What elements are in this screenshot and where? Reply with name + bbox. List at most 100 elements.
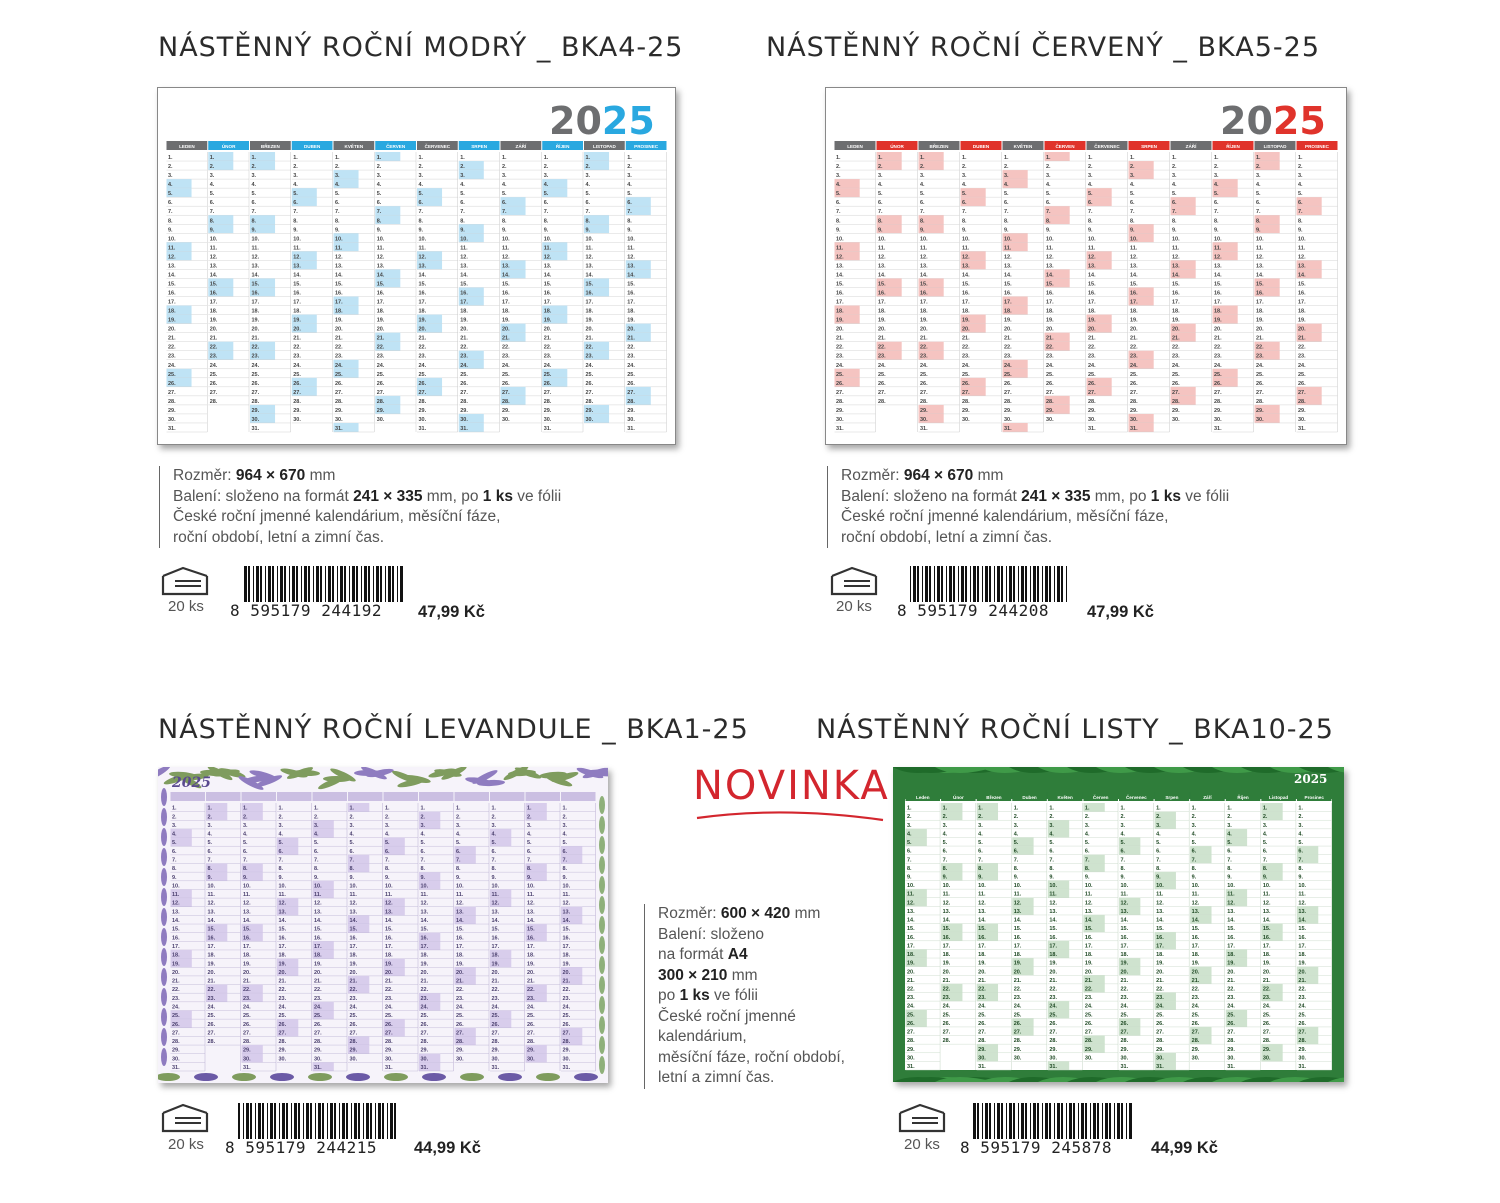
- day-number: 23.: [456, 996, 464, 1002]
- day-number: 18.: [314, 953, 322, 959]
- day-number: 9.: [421, 875, 426, 881]
- weekend-cell: [625, 395, 651, 405]
- day-number: 12.: [421, 901, 429, 907]
- day-number: 17.: [1263, 943, 1271, 949]
- day-number: 31.: [1049, 1064, 1057, 1070]
- day-number: 30.: [419, 417, 427, 423]
- day-number: 22.: [907, 986, 915, 992]
- month-header: [1170, 141, 1212, 150]
- weekend-cell: [277, 958, 299, 968]
- day-number: 16.: [168, 291, 176, 297]
- day-number: 4.: [1049, 831, 1054, 837]
- leaf-decoration: [599, 916, 605, 934]
- day-number: 1.: [460, 155, 465, 161]
- day-number: 24.: [1214, 363, 1222, 369]
- barcode-bar: [977, 566, 979, 602]
- day-number: 12.: [208, 901, 216, 907]
- day-number: 24.: [293, 363, 301, 369]
- weekend-cell: [960, 386, 986, 396]
- barcode-bar: [277, 566, 278, 602]
- day-number: 7.: [502, 209, 507, 215]
- day-number: 28.: [563, 1039, 571, 1045]
- month-label: DUBEN: [973, 144, 990, 149]
- day-number: 18.: [1088, 309, 1096, 315]
- day-number: 15.: [1256, 281, 1264, 287]
- day-number: 26.: [456, 1022, 464, 1028]
- day-number: 15.: [1298, 281, 1306, 287]
- day-number: 26.: [1088, 381, 1096, 387]
- day-number: 15.: [456, 927, 464, 933]
- day-number: 19.: [1172, 318, 1180, 324]
- day-number: 26.: [1192, 1021, 1200, 1027]
- barcode-bar: [282, 1103, 285, 1139]
- day-number: 2.: [1192, 814, 1197, 820]
- weekend-cell: [1012, 906, 1034, 915]
- day-number: 4.: [1298, 182, 1303, 188]
- day-number: 12.: [1256, 254, 1264, 260]
- day-number: 31.: [1121, 1064, 1129, 1070]
- day-number: 6.: [168, 200, 173, 206]
- day-number: 30.: [527, 1056, 535, 1062]
- month-header: [454, 792, 489, 801]
- day-number: 14.: [563, 918, 571, 924]
- barcode-bar: [1009, 566, 1012, 602]
- day-number: 28.: [335, 399, 343, 405]
- weekend-cell: [348, 803, 370, 812]
- weekend-cell: [976, 811, 999, 821]
- day-number: 26.: [544, 381, 552, 387]
- day-number: 31.: [1088, 426, 1096, 432]
- day-number: 11.: [1014, 892, 1022, 898]
- day-number: 3.: [1298, 823, 1303, 829]
- weekend-cell: [918, 287, 944, 297]
- weekend-cell: [1296, 269, 1322, 279]
- weekend-cell: [1047, 1001, 1070, 1010]
- lavender-decoration: [161, 928, 167, 946]
- weekend-cell: [1296, 914, 1319, 924]
- day-number: 1.: [943, 806, 948, 812]
- day-number: 18.: [1014, 952, 1022, 958]
- box-icon: [161, 1103, 209, 1133]
- weekend-cell: [584, 161, 610, 171]
- lavender-decoration: [574, 1073, 598, 1081]
- day-number: 28.: [1172, 399, 1180, 405]
- day-number: 11.: [1298, 245, 1306, 251]
- weekend-cell: [241, 984, 263, 994]
- day-number: 25.: [1046, 372, 1054, 378]
- barcode-bar: [977, 1103, 979, 1139]
- day-number: 2.: [293, 164, 298, 170]
- day-number: 4.: [279, 832, 284, 838]
- barcode-bar: [315, 1103, 316, 1139]
- day-number: 16.: [878, 291, 886, 297]
- weekend-cell: [1296, 1026, 1319, 1036]
- day-number: 18.: [1172, 309, 1180, 315]
- day-number: 6.: [252, 200, 257, 206]
- day-number: 20.: [1014, 969, 1022, 975]
- day-number: 20.: [1121, 969, 1129, 975]
- weekend-cell: [291, 197, 317, 207]
- day-number: 28.: [1049, 1038, 1057, 1044]
- barcode-bar: [394, 1103, 396, 1139]
- day-number: 27.: [563, 1030, 571, 1036]
- day-number: 12.: [1049, 900, 1057, 906]
- day-number: 16.: [1085, 935, 1093, 941]
- day-number: 18.: [279, 953, 287, 959]
- day-number: 9.: [314, 875, 319, 881]
- day-number: 3.: [172, 823, 177, 829]
- day-number: 28.: [419, 399, 427, 405]
- day-number: 15.: [962, 281, 970, 287]
- day-number: 28.: [1156, 1038, 1164, 1044]
- day-number: 23.: [350, 996, 358, 1002]
- day-number: 2.: [1014, 814, 1019, 820]
- day-number: 21.: [1088, 336, 1096, 342]
- weekend-cell: [1119, 897, 1141, 907]
- day-number: 16.: [544, 291, 552, 297]
- day-number: 12.: [1014, 900, 1022, 906]
- day-number: 19.: [1298, 318, 1306, 324]
- day-number: 25.: [527, 1013, 535, 1019]
- weekend-cell: [918, 413, 944, 423]
- day-number: 3.: [314, 823, 319, 829]
- barcode-bar: [361, 566, 362, 602]
- barcode-bar: [1033, 1103, 1036, 1139]
- weekend-cell: [206, 932, 228, 942]
- day-number: 13.: [252, 263, 260, 269]
